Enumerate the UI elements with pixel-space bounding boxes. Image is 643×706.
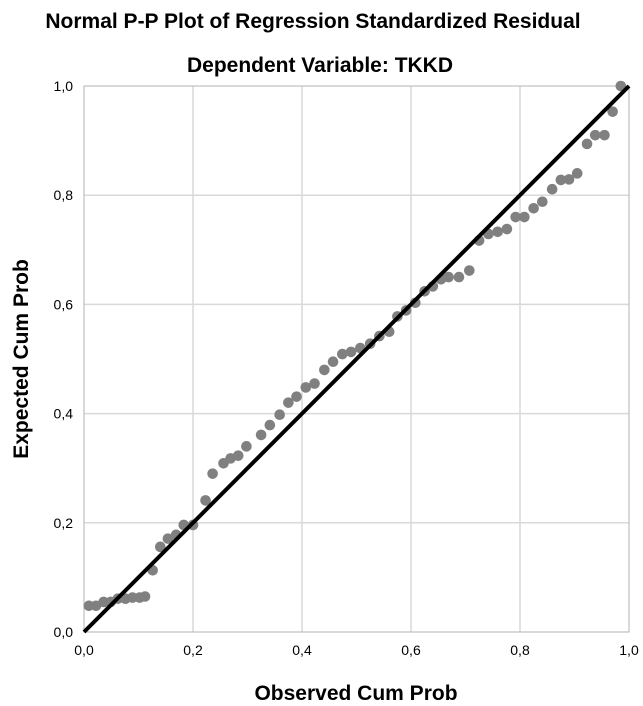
y-tick-label: 0,8: [54, 187, 74, 203]
data-point: [327, 356, 339, 368]
data-point: [589, 129, 601, 141]
data-point: [599, 129, 610, 141]
data-point: [200, 495, 211, 506]
data-point: [139, 591, 151, 602]
data-point: [528, 203, 539, 214]
data-point: [519, 211, 530, 223]
data-point: [300, 382, 312, 393]
data-point: [283, 397, 294, 408]
data-point: [162, 533, 174, 544]
data-point: [443, 271, 454, 283]
y-tick-label: 0,2: [54, 515, 74, 531]
x-tick-label: 1,0: [619, 642, 639, 658]
data-point: [510, 211, 521, 223]
y-tick-labels: 0,0 0,2 0,4 0,6 0,8 1,0: [54, 78, 74, 640]
x-axis-title: Observed Cum Prob: [254, 682, 457, 705]
data-point: [492, 226, 503, 238]
data-point: [555, 174, 567, 186]
data-point: [155, 541, 166, 553]
x-tick-label: 0,0: [74, 642, 94, 658]
reference-diagonal-line: [82, 84, 631, 634]
plot-frame: [83, 85, 630, 633]
data-point: [563, 174, 575, 185]
y-tick-label: 0,0: [54, 624, 74, 640]
data-point: [319, 364, 330, 376]
data-point: [581, 138, 593, 150]
x-tick-label: 0,6: [401, 642, 421, 658]
data-point: [232, 450, 244, 461]
data-point: [309, 378, 320, 389]
data-point: [264, 419, 276, 431]
data-point: [453, 271, 465, 283]
data-point: [607, 106, 618, 117]
data-point: [501, 223, 513, 235]
data-point: [274, 409, 285, 420]
x-tick-label: 0,4: [292, 642, 312, 658]
chart-subtitle: Dependent Variable: TKKD: [187, 54, 453, 77]
data-point: [291, 391, 302, 402]
data-point: [241, 441, 252, 452]
data-points: [83, 80, 627, 612]
data-point: [207, 468, 218, 479]
data-point: [571, 168, 583, 179]
chart-title: Normal P-P Plot of Regression Standardiz…: [45, 10, 580, 33]
y-tick-label: 1,0: [54, 78, 74, 94]
x-tick-label: 0,8: [510, 642, 530, 658]
x-tick-labels: 0,0 0,2 0,4 0,6 0,8 1,0: [74, 642, 639, 658]
data-point: [255, 429, 267, 441]
data-point: [546, 183, 558, 195]
y-axis-title: Expected Cum Prob: [10, 259, 33, 459]
y-tick-label: 0,4: [54, 406, 74, 422]
data-point: [615, 80, 627, 92]
data-point: [464, 265, 475, 276]
data-point: [337, 348, 348, 360]
data-point: [537, 196, 548, 208]
gridlines: [84, 86, 629, 632]
y-tick-label: 0,6: [54, 296, 74, 312]
data-point: [345, 346, 357, 358]
x-tick-label: 0,2: [183, 642, 203, 658]
